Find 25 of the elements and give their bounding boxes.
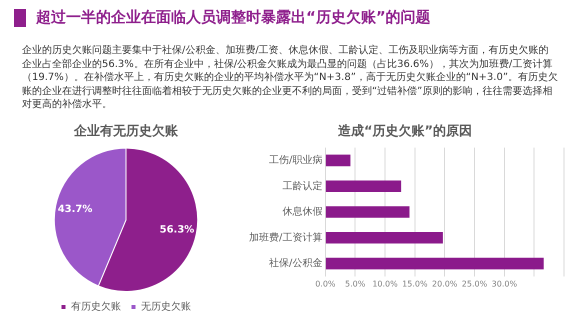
bar [326, 258, 544, 270]
text: 企业的历史欠账问题主要集中于社保/公积金、加班费/工资、休息休假、工龄认定、工伤及职业病等方面，有历史欠账的企业占全部企业的56.3%。在所有企业中，社保/公积金欠账成为最凸显的问题（占比36.6%），其次为加班费/工资计算（19.7%）。在补偿水平上，有历史欠账的企业的平均补偿水平为“N+3.8”，高于无历史欠账企业的“N+3.0”。有历史欠账的企业在进行调整时往往面临着相较于无历史欠账的企业更不利的局面，受到“过错补偿”原则的影响，往往需要选择相对更高的补偿水平。 [22, 44, 558, 112]
bar [326, 180, 402, 192]
bar [326, 206, 410, 218]
data-label: 43.7% [58, 204, 92, 216]
bar [326, 232, 443, 244]
y-tick-label: 社保/公积金 [268, 257, 322, 270]
x-tick-label: 0.0% [315, 279, 336, 288]
bar [326, 154, 350, 166]
y-tick-label: 加班费/工资计算 [248, 231, 322, 244]
x-tick-label: 10.0% [372, 279, 398, 288]
y-tick-label: 工伤/职业病 [268, 154, 322, 166]
x-tick-label: 15.0% [402, 279, 428, 288]
x-tick-label: 20.0% [432, 279, 458, 288]
data-label: 56.3% [160, 224, 194, 236]
y-tick-label: 工龄认定 [282, 180, 322, 192]
x-tick-label: 25.0% [462, 279, 488, 288]
text: 超过一半的企业在面临人员调整时暴露出“历史欠账”的问题 [36, 8, 431, 27]
legend-label: 无历史欠账 [141, 300, 191, 313]
chart-title: 企业有无历史欠账 [73, 124, 179, 140]
x-tick-label: 30.0% [492, 279, 518, 288]
legend-label: 有历史欠账 [71, 300, 121, 313]
chart-title: 造成“历史欠账”的原因 [336, 124, 472, 140]
y-tick-label: 休息休假 [282, 206, 322, 218]
x-tick-label: 5.0% [345, 279, 366, 288]
